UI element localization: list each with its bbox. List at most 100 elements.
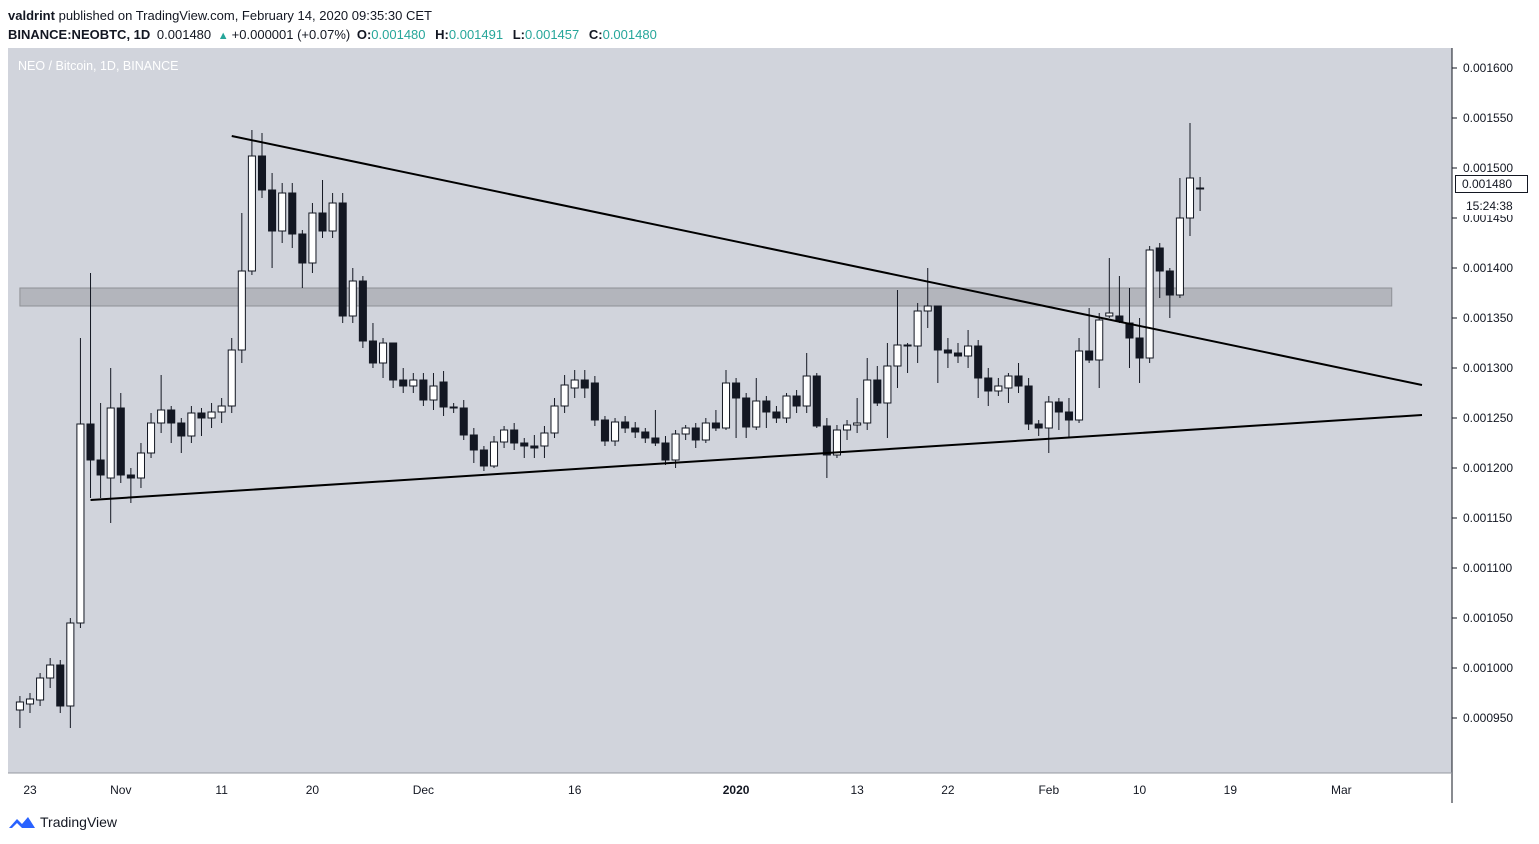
candle[interactable] — [1014, 363, 1023, 393]
candle[interactable] — [701, 418, 710, 443]
candle[interactable] — [389, 342, 398, 388]
candle[interactable] — [732, 378, 741, 438]
candle[interactable] — [1165, 268, 1174, 318]
candle[interactable] — [600, 416, 609, 446]
candle[interactable] — [752, 378, 761, 430]
candle[interactable] — [76, 338, 85, 628]
candle[interactable] — [721, 370, 731, 430]
candle[interactable] — [1105, 258, 1114, 318]
candle[interactable] — [348, 268, 357, 323]
candle[interactable] — [611, 418, 620, 446]
candle[interactable] — [994, 378, 1003, 396]
candle[interactable] — [1095, 313, 1104, 388]
publisher-name[interactable]: valdrint — [8, 8, 55, 23]
candle[interactable] — [399, 368, 408, 393]
candle[interactable] — [772, 406, 781, 423]
candle[interactable] — [984, 368, 993, 406]
candle[interactable] — [167, 406, 176, 443]
candle[interactable] — [782, 393, 791, 423]
candle[interactable] — [903, 343, 912, 373]
candle[interactable] — [318, 180, 327, 238]
candle[interactable] — [147, 413, 156, 458]
candle[interactable] — [36, 673, 45, 706]
candle[interactable] — [449, 403, 458, 413]
candle[interactable] — [1135, 318, 1144, 383]
candle[interactable] — [227, 338, 236, 413]
candle[interactable] — [358, 276, 367, 348]
candle[interactable] — [923, 268, 932, 328]
candle[interactable] — [247, 130, 256, 275]
candle[interactable] — [590, 376, 599, 426]
candle[interactable] — [116, 393, 125, 483]
candle[interactable] — [1185, 123, 1195, 236]
candle[interactable] — [207, 403, 216, 428]
candle[interactable] — [1175, 178, 1184, 298]
candle[interactable] — [883, 343, 892, 438]
brand-name[interactable]: TradingView — [40, 814, 118, 830]
candle[interactable] — [550, 398, 559, 438]
candle[interactable] — [762, 396, 771, 428]
ascending-trendline[interactable] — [90, 414, 1423, 501]
candle[interactable] — [328, 193, 337, 238]
candle[interactable] — [237, 213, 246, 363]
candle[interactable] — [863, 358, 872, 430]
candle[interactable] — [520, 438, 529, 458]
candle[interactable] — [742, 393, 751, 438]
candle[interactable] — [1085, 308, 1094, 363]
candle[interactable] — [661, 436, 670, 465]
candle[interactable] — [1145, 246, 1154, 363]
candle[interactable] — [439, 371, 448, 416]
candle[interactable] — [822, 418, 831, 478]
descending-trendline[interactable] — [231, 135, 1423, 386]
candle[interactable] — [1196, 177, 1205, 211]
candle[interactable] — [257, 133, 267, 198]
candle[interactable] — [580, 370, 589, 398]
candle[interactable] — [1155, 243, 1164, 298]
candle[interactable] — [157, 375, 166, 433]
candle[interactable] — [621, 416, 630, 433]
candle[interactable] — [288, 183, 297, 248]
candle[interactable] — [843, 420, 852, 440]
candle[interactable] — [540, 426, 549, 458]
candle[interactable] — [530, 435, 539, 458]
candle[interactable] — [933, 305, 942, 383]
candle[interactable] — [500, 426, 509, 448]
candle[interactable] — [1054, 398, 1063, 430]
candle[interactable] — [96, 403, 105, 498]
candle[interactable] — [1064, 398, 1073, 438]
candle[interactable] — [631, 422, 640, 438]
candle[interactable] — [86, 273, 95, 498]
candle[interactable] — [66, 618, 75, 728]
candle[interactable] — [298, 230, 307, 288]
candle[interactable] — [812, 373, 821, 428]
candle[interactable] — [510, 423, 519, 450]
candle[interactable] — [308, 203, 317, 273]
candle[interactable] — [197, 408, 206, 436]
candle[interactable] — [953, 343, 963, 363]
candle[interactable] — [560, 375, 569, 413]
candle[interactable] — [469, 428, 478, 463]
candle[interactable] — [409, 373, 418, 393]
candle[interactable] — [136, 443, 145, 488]
candle[interactable] — [802, 353, 811, 413]
candle[interactable] — [338, 193, 347, 323]
candle[interactable] — [379, 338, 388, 378]
candle[interactable] — [46, 658, 55, 688]
candle[interactable] — [429, 373, 438, 410]
candle[interactable] — [1075, 338, 1084, 423]
candle[interactable] — [893, 290, 902, 388]
candle[interactable] — [570, 370, 579, 398]
candle[interactable] — [56, 660, 65, 713]
candle[interactable] — [711, 410, 720, 431]
candle[interactable] — [479, 446, 488, 471]
candle[interactable] — [268, 173, 277, 268]
candle[interactable] — [873, 366, 882, 406]
candle[interactable] — [943, 338, 952, 368]
candle[interactable] — [913, 303, 922, 363]
candle[interactable] — [1044, 396, 1053, 453]
candle[interactable] — [792, 390, 801, 413]
candle[interactable] — [691, 423, 700, 448]
candle[interactable] — [106, 368, 115, 523]
candle[interactable] — [974, 340, 983, 398]
